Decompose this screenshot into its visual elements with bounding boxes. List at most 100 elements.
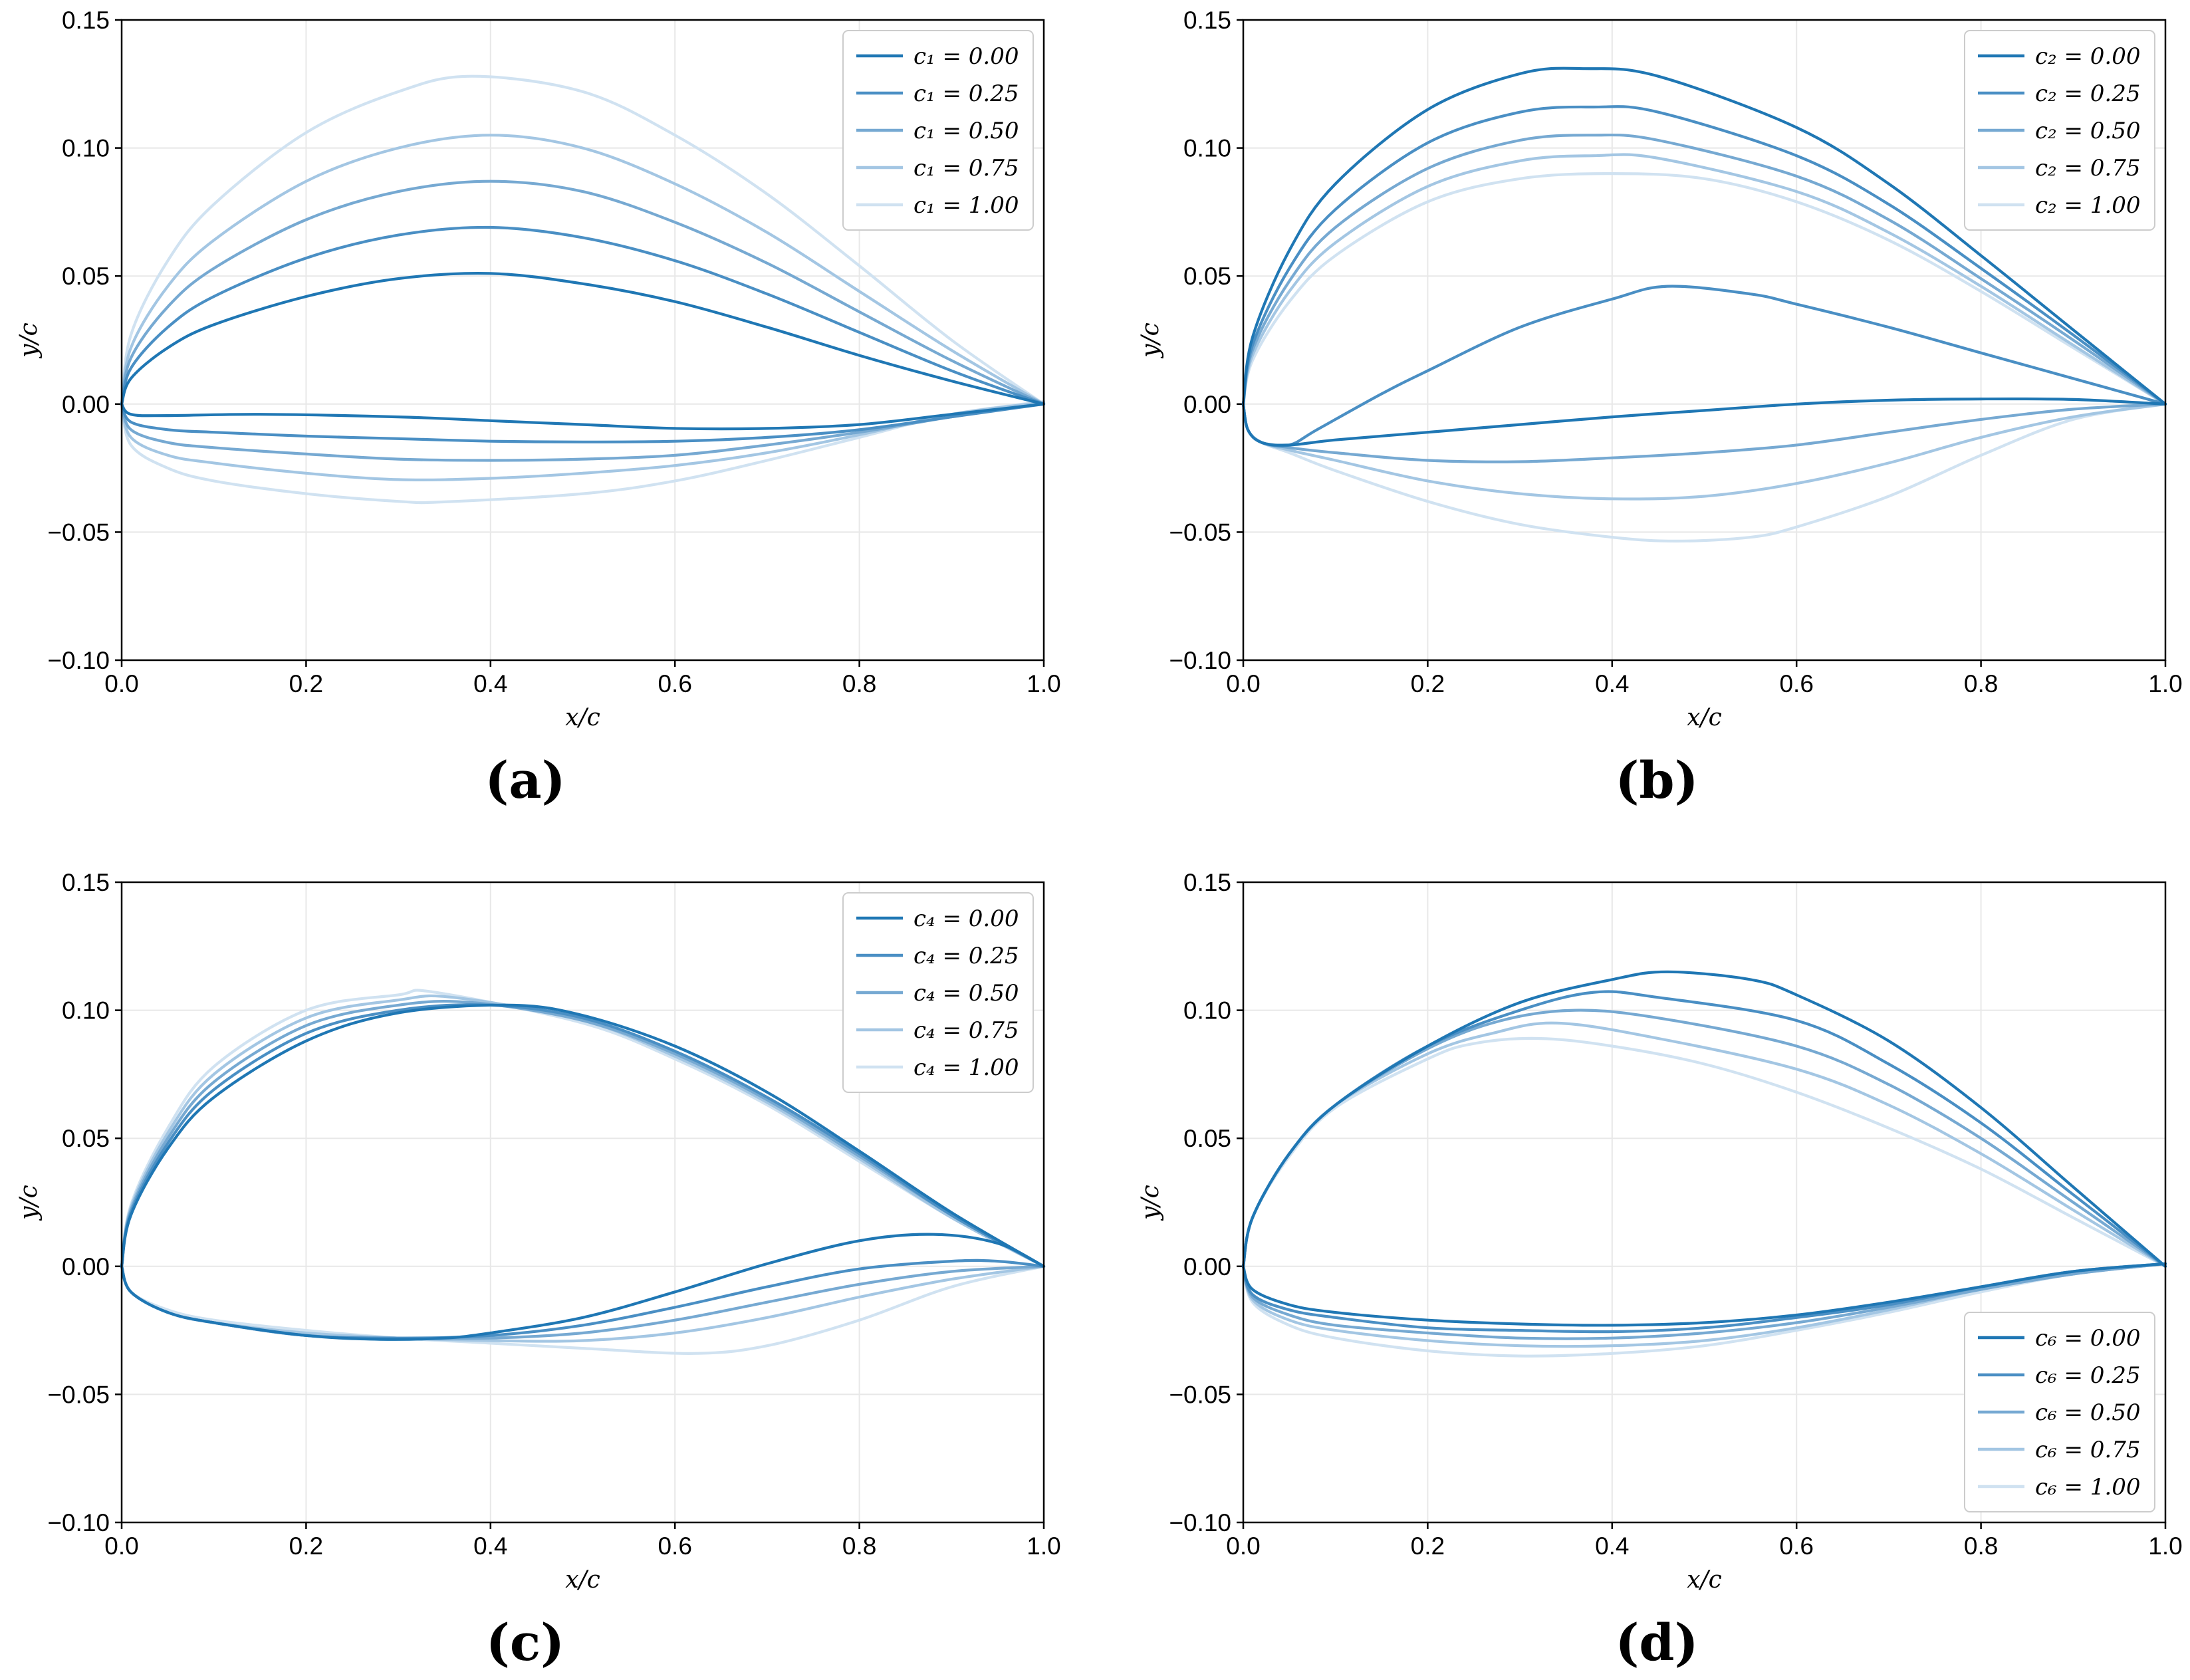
- legend-box: [1964, 30, 2155, 231]
- y-tick-label: 0.10: [62, 997, 110, 1024]
- x-axis-label: x/c: [1687, 1566, 1722, 1594]
- legend-entry: c₁ = 0.00: [913, 43, 1019, 70]
- series-line-lower: [120, 401, 1046, 481]
- series-line-lower: [1241, 402, 2167, 463]
- x-tick-label: 0.8: [842, 1532, 876, 1560]
- y-tick-label: −0.05: [1169, 519, 1231, 546]
- series-line-upper: [120, 994, 1046, 1268]
- series-line-lower: [1241, 397, 2167, 447]
- y-axis-label: y/c: [1137, 1185, 1164, 1221]
- series-line-lower: [120, 402, 1046, 431]
- y-tick-label: −0.10: [47, 1509, 110, 1536]
- x-tick-label: 1.0: [1027, 1532, 1060, 1560]
- y-tick-label: 0.05: [62, 1125, 110, 1152]
- chart-panel-d: 0.0 0.2 0.4 0.6 0.8 1.0 0.15 0.10 0.05 0.00 −0.05 −…: [1137, 869, 2183, 1672]
- panel-label: (a): [485, 751, 565, 810]
- legend-entry: c₆ = 1.00: [2035, 1474, 2140, 1500]
- series-line-lower: [1241, 1262, 2167, 1358]
- x-tick-label: 0.0: [1226, 670, 1260, 697]
- y-tick-label: 0.15: [1183, 7, 1231, 34]
- y-tick-label: −0.10: [1169, 1509, 1231, 1536]
- y-tick-label: 0.15: [62, 7, 110, 34]
- x-tick-label: 0.0: [1226, 1532, 1260, 1560]
- y-axis-label: y/c: [15, 322, 43, 359]
- series-line-lower: [1241, 1262, 2167, 1340]
- chart-panel-a: 0.0 0.2 0.4 0.6 0.8 1.0 0.15 0.10 0.05 0.00 −0.05 −…: [15, 7, 1061, 810]
- legend: c₆ = 0.00 c₆ = 0.25 c₆ = 0.50 c₆ = 0.75 c₆ =…: [1964, 1312, 2155, 1512]
- series-line-upper: [1241, 66, 2167, 406]
- legend-box: [1964, 1312, 2155, 1512]
- legend-entry: c₄ = 0.75: [913, 1017, 1019, 1044]
- panel-label: (b): [1615, 751, 1698, 810]
- x-tick-label: 1.0: [1027, 670, 1060, 697]
- series-line-upper: [120, 180, 1046, 406]
- y-tick-label: 0.00: [62, 1253, 110, 1280]
- series-line-lower: [1241, 402, 2167, 501]
- y-tick-label: 0.00: [1183, 1253, 1231, 1280]
- panel-label: (d): [1615, 1613, 1698, 1672]
- x-tick-label: 0.0: [104, 670, 138, 697]
- legend-entry: c₂ = 1.00: [2035, 192, 2140, 219]
- legend-entry: c₂ = 0.25: [2035, 80, 2140, 107]
- y-tick-label: −0.10: [47, 647, 110, 674]
- legend-entry: c₂ = 0.50: [2035, 118, 2140, 144]
- x-tick-label: 0.6: [1779, 1532, 1813, 1560]
- chart-panel-c: 0.0 0.2 0.4 0.6 0.8 1.0 0.15 0.10 0.05 0.00 −0.05 −…: [15, 869, 1061, 1672]
- series-line-upper: [1241, 1036, 2167, 1268]
- legend-box: [842, 30, 1034, 231]
- series-line-lower: [120, 402, 1046, 443]
- y-tick-label: −0.05: [47, 519, 110, 546]
- plot-frame: [1242, 19, 2167, 661]
- series-line-lower: [120, 1233, 1046, 1341]
- x-axis-label: x/c: [565, 704, 600, 731]
- y-tick-label: 0.05: [1183, 1125, 1231, 1152]
- x-tick-label: 0.4: [1595, 670, 1629, 697]
- series-line-upper: [1241, 105, 2167, 406]
- x-tick-label: 0.2: [1411, 670, 1445, 697]
- series-line-upper: [120, 1003, 1046, 1268]
- x-axis-label: x/c: [1687, 704, 1722, 731]
- legend: c₄ = 0.00 c₄ = 0.25 c₄ = 0.50 c₄ = 0.75 c₄ =…: [842, 892, 1034, 1093]
- legend-entry: c₂ = 0.75: [2035, 155, 2140, 181]
- legend-entry: c₄ = 0.50: [913, 980, 1019, 1007]
- legend: c₂ = 0.00 c₂ = 0.25 c₂ = 0.50 c₂ = 0.75 c₂ =…: [1964, 30, 2155, 231]
- x-tick-label: 0.0: [104, 1532, 138, 1560]
- series-line-upper: [120, 74, 1046, 406]
- x-tick-label: 0.6: [658, 1532, 691, 1560]
- series-line-lower: [120, 400, 1046, 505]
- series-line-lower: [120, 402, 1046, 462]
- series-line-upper: [120, 271, 1046, 406]
- x-tick-label: 0.2: [289, 670, 323, 697]
- y-tick-label: 0.15: [1183, 869, 1231, 896]
- series-line-upper: [1241, 172, 2167, 406]
- legend-entry: c₁ = 0.25: [913, 80, 1019, 107]
- panel-label: (c): [486, 1613, 564, 1672]
- x-tick-label: 0.4: [473, 1532, 507, 1560]
- legend-entry: c₄ = 0.00: [913, 905, 1019, 932]
- legend-entry: c₁ = 0.50: [913, 118, 1019, 144]
- legend-entry: c₆ = 0.75: [2035, 1437, 2140, 1463]
- x-axis-label: x/c: [565, 1566, 600, 1594]
- series-line-lower: [1241, 1262, 2167, 1327]
- x-tick-label: 0.8: [842, 670, 876, 697]
- series-line-upper: [1241, 970, 2167, 1268]
- y-tick-label: 0.05: [62, 263, 110, 290]
- legend-entry: c₂ = 0.00: [2035, 43, 2140, 70]
- y-tick-label: −0.05: [47, 1381, 110, 1408]
- y-tick-label: −0.10: [1169, 647, 1231, 674]
- series-line-upper: [1241, 990, 2167, 1268]
- y-tick-label: 0.05: [1183, 263, 1231, 290]
- x-tick-label: 0.8: [1964, 670, 1998, 697]
- legend-entry: c₁ = 1.00: [913, 192, 1019, 219]
- y-tick-label: 0.10: [1183, 135, 1231, 162]
- y-tick-label: 0.00: [1183, 391, 1231, 418]
- y-tick-label: 0.10: [62, 135, 110, 162]
- chart-panel-b: 0.0 0.2 0.4 0.6 0.8 1.0 0.15 0.10 0.05 0.00 −0.05 −…: [1137, 7, 2183, 810]
- plot-frame: [1242, 881, 2167, 1524]
- series-line-lower: [120, 1264, 1046, 1355]
- x-tick-label: 0.4: [1595, 1532, 1629, 1560]
- plot-frame: [120, 19, 1045, 661]
- x-tick-label: 0.8: [1964, 1532, 1998, 1560]
- x-tick-label: 0.6: [1779, 670, 1813, 697]
- x-tick-label: 0.4: [473, 670, 507, 697]
